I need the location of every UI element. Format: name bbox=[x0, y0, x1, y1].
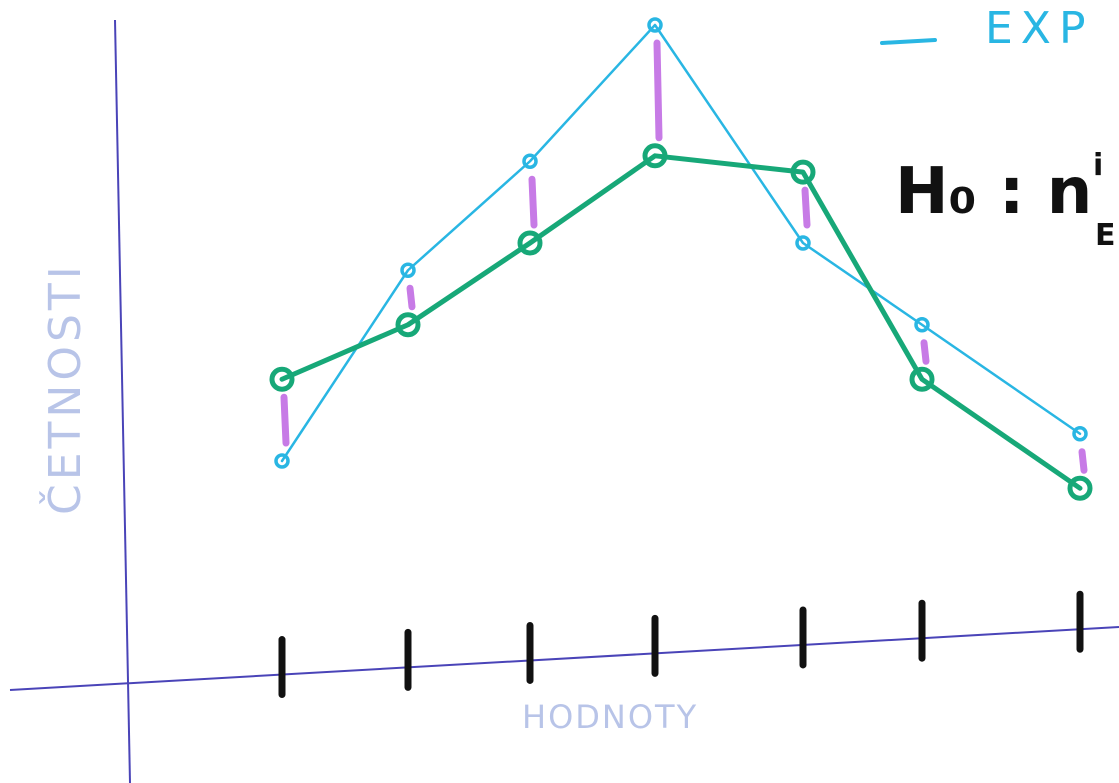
hypothesis-annotation: H₀ : n i E bbox=[895, 148, 1116, 253]
hypothesis-subscript-i: i bbox=[1093, 148, 1103, 183]
series-1-point-2 bbox=[400, 262, 416, 278]
y-axis-line bbox=[114, 19, 131, 783]
series-1-point-3 bbox=[522, 153, 538, 169]
residual-mark-3 bbox=[528, 175, 538, 229]
residual-mark-5 bbox=[801, 186, 811, 229]
series-line-1 bbox=[280, 23, 1082, 463]
series-2-point-6 bbox=[909, 366, 935, 392]
residual-mark-4 bbox=[653, 39, 663, 142]
series-2-point-2 bbox=[395, 312, 421, 338]
residual-mark-1 bbox=[280, 393, 290, 447]
series-1-point-6 bbox=[914, 317, 930, 333]
series-points bbox=[269, 17, 1093, 501]
residual-mark-2 bbox=[406, 284, 416, 311]
hypothesis-subscript-e: E bbox=[1095, 218, 1116, 253]
residual-mark-7 bbox=[1078, 448, 1088, 474]
residual-mark-6 bbox=[920, 339, 930, 365]
x-axis-line bbox=[9, 626, 1119, 691]
series-1-point-7 bbox=[1072, 426, 1088, 442]
series-line-2 bbox=[279, 153, 1083, 491]
residual-marks bbox=[280, 39, 1088, 474]
series-lines bbox=[279, 23, 1083, 491]
legend-label-exp: EXP bbox=[985, 3, 1093, 54]
series-2-point-7 bbox=[1067, 475, 1093, 501]
series-2-point-1 bbox=[269, 366, 295, 392]
series-2-point-3 bbox=[517, 230, 543, 256]
series-1-point-4 bbox=[647, 17, 663, 33]
legend-swatch-exp bbox=[880, 38, 937, 45]
y-axis-label: ČETNOSTI bbox=[38, 262, 91, 515]
series-1-point-5 bbox=[795, 235, 811, 251]
hypothesis-text: H₀ : n bbox=[895, 155, 1092, 229]
axes bbox=[9, 19, 1119, 783]
x-ticks bbox=[278, 590, 1084, 699]
legend: EXP bbox=[880, 3, 1093, 54]
x-axis-label: HODNOTY bbox=[522, 698, 698, 736]
series-1-point-1 bbox=[274, 453, 290, 469]
series-2-point-4 bbox=[642, 143, 668, 169]
series-2-point-5 bbox=[790, 159, 816, 185]
